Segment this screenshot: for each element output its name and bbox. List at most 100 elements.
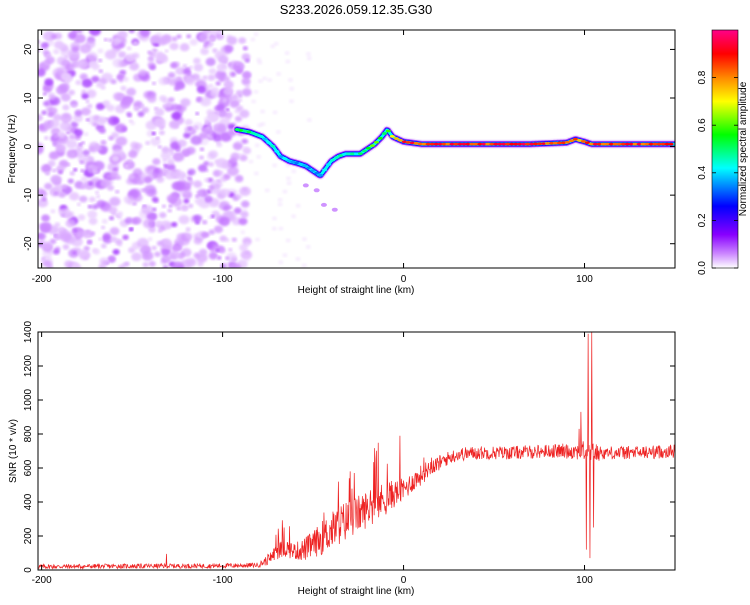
noise-blob [193,180,203,188]
noise-blob [208,83,214,88]
spectrogram-x-ticks: -200 -100 0 100 [32,30,593,285]
x-tick-label: -200 [32,274,52,285]
noise-blob [151,48,158,53]
noise-blob [185,227,191,232]
noise-blob [98,58,103,63]
ridge-core [533,142,539,146]
ridge-core [505,142,511,146]
noise-blob [97,116,107,125]
noise-blob [38,233,44,239]
colorbar-frame [711,29,739,269]
noise-blob [229,99,240,108]
noise-blob [277,202,283,207]
noise-blob [68,134,76,140]
noise-blob [38,114,44,122]
noise-blob [256,154,262,159]
y-tick-label: 0 [23,567,34,573]
noise-blob [79,195,88,203]
ridge-core [489,142,495,146]
noise-blob [193,214,203,222]
noise-blob [80,176,88,183]
noise-blob [145,120,157,131]
noise-blob [87,239,92,244]
noise-blob [141,106,150,114]
noise-blob [146,130,155,137]
ridge-core [548,141,555,145]
noise-blob [231,237,237,242]
colorbar-tick-label: 0.4 [697,165,708,179]
noise-blob [243,148,249,153]
ridge-core [417,142,423,146]
noise-blob [164,169,176,180]
ridge-core [612,142,618,146]
noise-blob [264,188,270,193]
noise-blob [241,138,248,144]
noise-blob [151,81,156,86]
noise-blob [305,51,311,56]
noise-blob [133,106,140,112]
noise-blob [186,71,192,76]
noise-blob [168,120,180,129]
spectrogram-frame [37,29,676,269]
noise-blob [291,214,297,219]
noise-blob [100,225,106,230]
ridge-core [373,140,380,144]
y-tick-label: 20 [23,43,34,55]
noise-blob [42,260,51,268]
noise-blob [248,159,254,164]
ridge-core [234,128,240,131]
noise-blob [223,80,234,89]
ridge-core [445,142,451,146]
noise-blob [126,111,132,117]
noise-blob [204,178,210,183]
ridge-core [385,129,391,133]
signal-ridge [232,125,675,212]
noise-blob [96,200,106,208]
noise-blob [108,38,113,43]
noise-blob [262,76,268,81]
noise-blob [234,61,240,66]
noise-blob [111,211,117,216]
ridge-speck [313,188,320,193]
noise-blob [71,46,79,53]
noise-blob [203,44,208,48]
noise-blob [202,30,211,35]
noise-blob [234,115,243,122]
noise-blob [208,184,215,191]
noise-blob [253,171,259,176]
noise-blob [76,144,84,150]
noise-blob [146,211,158,221]
ridge-core [600,142,606,146]
noise-blob [52,248,60,255]
noise-blob [70,121,79,128]
ridge-core [453,142,459,146]
noise-blob [205,57,216,67]
noise-blob [100,243,107,249]
noise-blob [162,238,172,246]
noise-blob [275,129,281,134]
noise-blob [124,164,129,169]
noise-blob [234,175,244,183]
noise-blob [147,50,153,55]
colorbar-label: Normalized spectral amplitude [738,81,749,216]
noise-blob [96,194,101,199]
noise-blob [240,230,246,235]
noise-blob [49,118,60,128]
noise-blob [65,130,71,135]
noise-blob [271,226,277,231]
noise-blob [171,181,183,191]
noise-blob [143,176,153,184]
colorbar-tick-label: 0.2 [697,213,708,227]
ridge-core [409,141,415,145]
noise-blob [41,196,47,202]
noise-blob [141,204,154,215]
ridge-core [254,133,260,137]
noise-blob [81,93,89,100]
noise-blob [195,252,208,263]
noise-blob [38,68,46,77]
ridge-core [333,156,340,159]
noise-blob [192,121,204,131]
noise-blob [117,30,128,40]
y-tick-label: -10 [23,187,34,202]
